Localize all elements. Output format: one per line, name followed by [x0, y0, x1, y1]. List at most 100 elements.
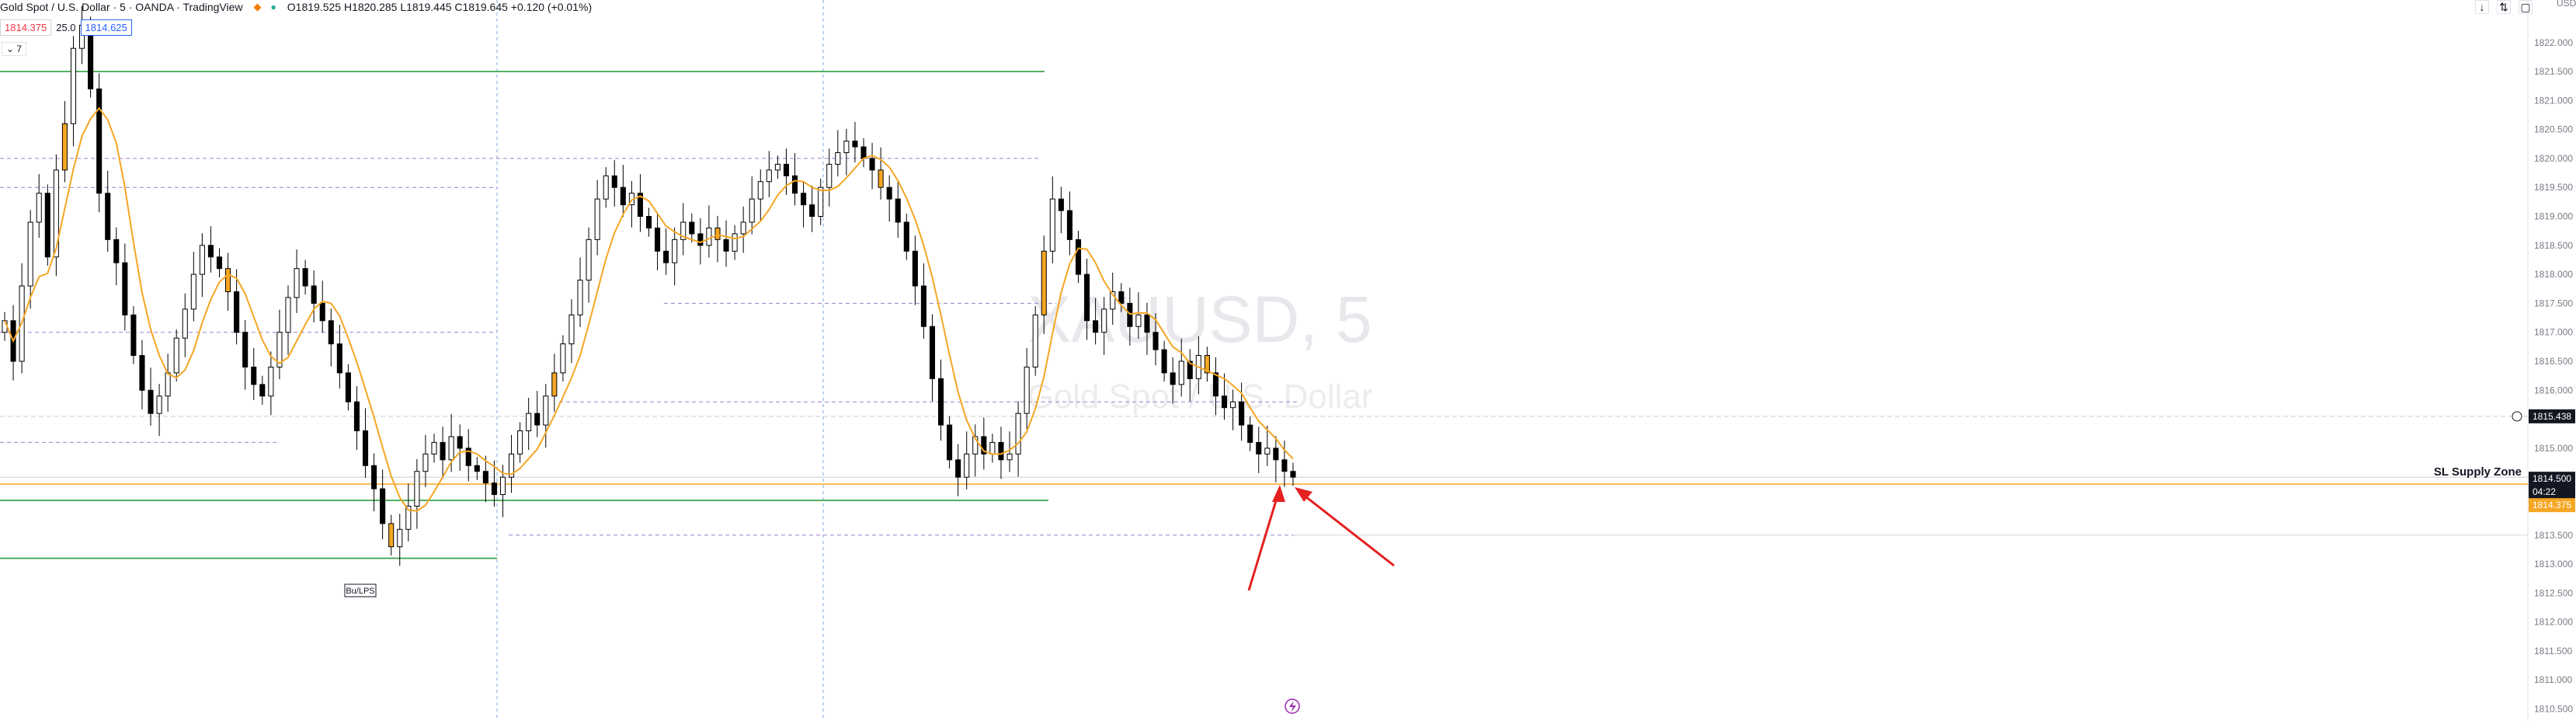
- buy-button[interactable]: 1814.625: [80, 19, 132, 36]
- candle: [457, 436, 463, 449]
- candle: [173, 337, 179, 374]
- candle: [809, 204, 815, 218]
- candle: [294, 268, 300, 298]
- candle: [757, 181, 763, 200]
- candle: [869, 158, 875, 171]
- ohlc-values: O1819.525 H1820.285 L1819.445 C1819.645 …: [287, 1, 593, 13]
- candle: [732, 233, 738, 252]
- indicator-count: 7: [16, 44, 23, 54]
- candle: [431, 441, 437, 455]
- down-arrow-icon[interactable]: ↓: [2475, 0, 2489, 14]
- countdown-tag-text: 04:22: [2533, 486, 2556, 497]
- candle: [1204, 355, 1210, 374]
- y-tick-label: 1820.000: [2534, 153, 2573, 164]
- moving-average-line: [4, 106, 1294, 512]
- candle: [508, 453, 515, 478]
- currency-label: USD: [2557, 0, 2576, 9]
- y-tick-label: 1815.000: [2534, 443, 2573, 454]
- candle: [44, 193, 50, 258]
- candle: [526, 413, 532, 432]
- candle: [27, 221, 33, 287]
- candle: [216, 256, 223, 270]
- candle: [1015, 413, 1021, 455]
- candle: [259, 384, 266, 397]
- candle: [937, 378, 944, 426]
- candle: [1239, 401, 1245, 426]
- candle: [251, 366, 257, 385]
- candle: [603, 175, 609, 200]
- fullscreen-icon[interactable]: ▢: [2519, 0, 2533, 14]
- candle: [860, 146, 867, 159]
- candle: [276, 332, 283, 367]
- compare-icon[interactable]: ⇅: [2497, 0, 2511, 14]
- candle: [568, 314, 575, 345]
- candle: [620, 186, 626, 206]
- candle: [70, 47, 77, 124]
- candle: [268, 366, 274, 397]
- candle: [903, 221, 909, 252]
- candle: [1152, 332, 1159, 350]
- candle: [912, 250, 918, 287]
- candle: [122, 262, 128, 315]
- candle: [302, 268, 308, 287]
- y-tick-label: 1811.000: [2534, 674, 2572, 685]
- candle: [534, 413, 541, 426]
- candle: [1006, 453, 1013, 461]
- candle: [61, 123, 68, 171]
- order-panel: 1814.375 25.0 1814.625: [0, 19, 137, 36]
- watermark-symbol: XAUUSD, 5: [1027, 283, 1371, 356]
- bid-price-tag-bg: [2529, 498, 2575, 513]
- candle: [1084, 273, 1090, 322]
- candle: [225, 268, 231, 292]
- candle: [551, 372, 558, 397]
- y-tick-label: 1821.500: [2534, 66, 2573, 77]
- y-tick-label: 1813.000: [2534, 559, 2573, 569]
- candle: [491, 482, 497, 496]
- y-tick-label: 1817.000: [2534, 327, 2573, 338]
- candle: [1032, 314, 1038, 367]
- candle: [388, 523, 395, 548]
- candle: [1144, 314, 1150, 333]
- candle: [96, 88, 103, 194]
- candle: [105, 193, 111, 240]
- candle: [1075, 239, 1082, 275]
- candle: [878, 169, 884, 188]
- candle: [319, 302, 325, 322]
- candle: [895, 198, 901, 223]
- candle: [148, 389, 154, 414]
- spread-value: 25.0: [56, 22, 76, 33]
- y-tick-label: 1820.500: [2534, 124, 2573, 135]
- y-tick-label: 1821.000: [2534, 95, 2573, 106]
- candle: [783, 163, 790, 176]
- candle: [474, 465, 480, 472]
- candle: [955, 459, 961, 478]
- candle: [843, 141, 850, 153]
- candle: [1247, 424, 1253, 443]
- indicator-toggle[interactable]: ⌄ 7: [2, 42, 27, 56]
- candle: [1273, 448, 1279, 461]
- candle: [672, 239, 678, 263]
- sell-button[interactable]: 1814.375: [0, 19, 52, 36]
- candle: [285, 297, 291, 333]
- candle: [1118, 291, 1125, 304]
- candle: [199, 245, 205, 275]
- candle: [1093, 320, 1099, 333]
- candle: [791, 175, 798, 194]
- candle: [706, 227, 712, 246]
- candle: [947, 424, 953, 461]
- candle: [380, 488, 386, 524]
- candle: [920, 285, 926, 327]
- y-tick-label: 1811.500: [2534, 646, 2572, 657]
- y-tick-label: 1822.000: [2534, 37, 2573, 48]
- crosshair-price-tag-bg: [2529, 409, 2575, 423]
- candle: [1281, 459, 1288, 472]
- y-tick-label: 1812.500: [2534, 587, 2573, 598]
- y-tick-label: 1816.000: [2534, 385, 2573, 395]
- bu-lps-label: Bu/LPS: [344, 583, 377, 597]
- symbol-title[interactable]: Gold Spot / U.S. Dollar · 5 · OANDA · Tr…: [0, 1, 243, 13]
- candle: [1221, 395, 1228, 409]
- arrow-line-left: [1298, 489, 1395, 567]
- flag-icon[interactable]: ◆: [253, 1, 262, 12]
- arrow-head-left: [1295, 487, 1312, 502]
